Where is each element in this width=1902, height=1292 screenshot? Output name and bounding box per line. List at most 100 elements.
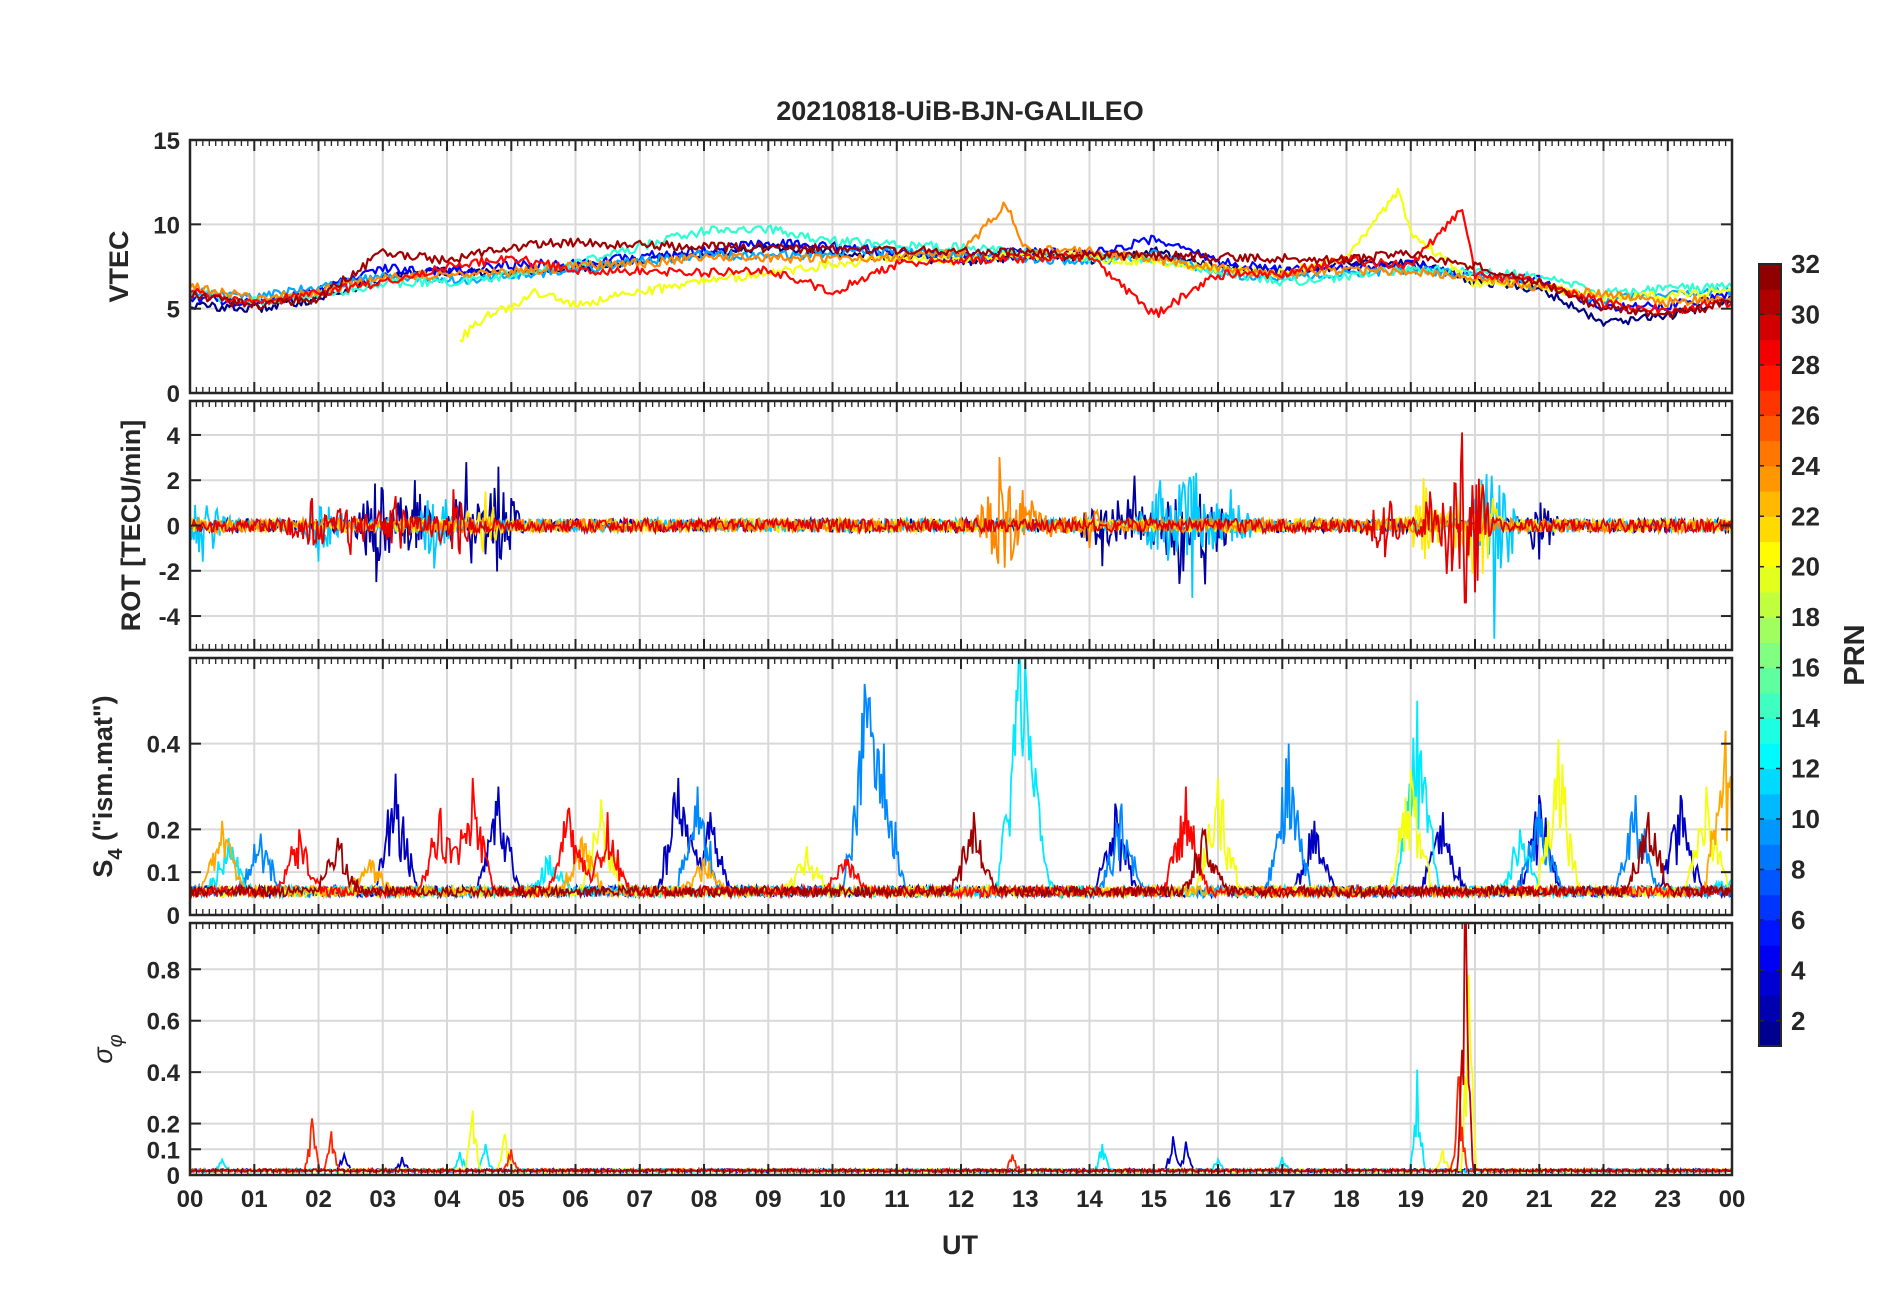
chart-title: 20210818-UiB-BJN-GALILEO [776,96,1144,126]
y-axis-label-vtec: VTEC [104,230,134,302]
colorbar-tick-label: 14 [1791,703,1820,733]
colorbar-tick-label: 16 [1791,653,1820,683]
colorbar-tick-label: 8 [1791,854,1805,884]
series-prn-31 [190,812,1732,900]
colorbar-segment [1759,894,1781,921]
x-tick-label: 09 [755,1186,782,1213]
colorbar-segment [1759,566,1781,593]
x-tick-label: 21 [1526,1186,1553,1213]
colorbar-segment [1759,869,1781,896]
colorbar-segment [1759,1020,1781,1047]
colorbar-segment [1759,415,1781,442]
y-tick-label: 10 [153,212,180,239]
x-major-ticks [189,401,1733,650]
y-tick-label: 15 [153,128,180,155]
panel-data [190,187,1732,343]
y-tick-label: 0.6 [147,1009,180,1036]
colorbar-segment [1759,591,1781,618]
y-tick-label: 0.8 [147,957,180,984]
colorbar-segment [1759,264,1781,290]
y-tick-label: -4 [159,604,181,631]
colorbar-segment [1759,516,1781,543]
x-tick-label: 13 [1012,1186,1039,1213]
y-tick-label: 0.2 [147,1112,180,1139]
colorbar-tick-label: 32 [1791,249,1820,279]
y-tick-label: 0 [167,903,180,930]
x-tick-label: 03 [369,1186,396,1213]
x-tick-label: 06 [562,1186,589,1213]
colorbar-tick-label: 30 [1791,299,1820,329]
x-tick-label: 00 [1719,1186,1746,1213]
colorbar-segment [1759,465,1781,492]
colorbar-segment [1759,390,1781,416]
x-major-ticks [189,923,1733,1175]
y-label-main: S [88,860,118,878]
x-axis-label: UT [942,1230,978,1260]
colorbar-segment [1759,743,1781,770]
colorbar-segment [1759,995,1781,1022]
panel-data [190,432,1732,639]
colorbar-segment [1759,692,1781,719]
colorbar-segment [1759,339,1781,366]
panel-vtec: 0 5 10 15 VTEC [104,128,1734,408]
x-tick-label: 15 [1140,1186,1167,1213]
colorbar-segment [1759,793,1781,820]
x-tick-label: 01 [241,1186,268,1213]
colorbar-tick-label: 20 [1791,552,1820,582]
colorbar-segment [1759,617,1781,643]
colorbar-tick-label: 22 [1791,501,1820,531]
colorbar-segment [1759,491,1781,517]
y-tick-label: 0 [167,514,180,541]
colorbar-segment [1759,364,1781,391]
colorbar-segment [1759,844,1781,870]
y-tick-label: 0.2 [147,817,180,844]
x-tick-label: 17 [1269,1186,1296,1213]
y-tick-label: 5 [167,297,180,324]
colorbar-segment [1759,819,1781,845]
y-tick-label: 0.1 [147,1137,180,1164]
x-tick-label: 23 [1654,1186,1681,1213]
series-prn-29 [190,432,1732,604]
x-tick-label: 00 [177,1186,204,1213]
y-label-subscript: φ [105,1034,127,1047]
y-label-subscript: 4 [105,848,127,860]
y-axis-label-sigphi: σφ [88,1034,127,1063]
y-tick-label: 0 [167,381,180,408]
y-tick-label: 2 [167,468,180,495]
colorbar-segment [1759,945,1781,971]
series-prn-24 [190,201,1732,307]
colorbar-segment [1759,919,1781,946]
x-tick-label: 10 [819,1186,846,1213]
x-major-ticks [189,140,1733,393]
colorbar-segment [1759,440,1781,467]
colorbar-tick-label: 26 [1791,400,1820,430]
colorbar-tick-label: 28 [1791,350,1820,380]
colorbar-segment [1759,718,1781,744]
series-prn-28 [190,209,1732,318]
x-tick-label: 02 [305,1186,332,1213]
colorbar-tick-label: 12 [1791,754,1820,784]
x-tick-label: 18 [1333,1186,1360,1213]
colorbar-tick-label: 6 [1791,905,1805,935]
x-tick-label: 11 [884,1186,909,1213]
y-tick-label: -2 [159,559,180,586]
x-tick-label: 20 [1462,1186,1489,1213]
panel-data [190,658,1732,901]
colorbar-frame [1758,263,1782,1047]
colorbar-tick-label: 24 [1791,451,1820,481]
x-tick-label: 14 [1076,1186,1103,1213]
x-tick-label: 05 [498,1186,525,1213]
x-tick-label: 12 [948,1186,975,1213]
panel-s4: 0 0.1 0.2 0.4 S4 ("ism.mat") [88,656,1734,930]
y-label-rest: ("ism.mat") [88,695,118,848]
colorbar-tick-label: 18 [1791,602,1820,632]
y-tick-label: 0.1 [147,860,180,887]
y-tick-label: 4 [167,423,181,450]
colorbar-tick-label: 2 [1791,1006,1805,1036]
x-tick-label: 07 [626,1186,653,1213]
y-axis-label-s4: S4 ("ism.mat") [88,695,127,877]
